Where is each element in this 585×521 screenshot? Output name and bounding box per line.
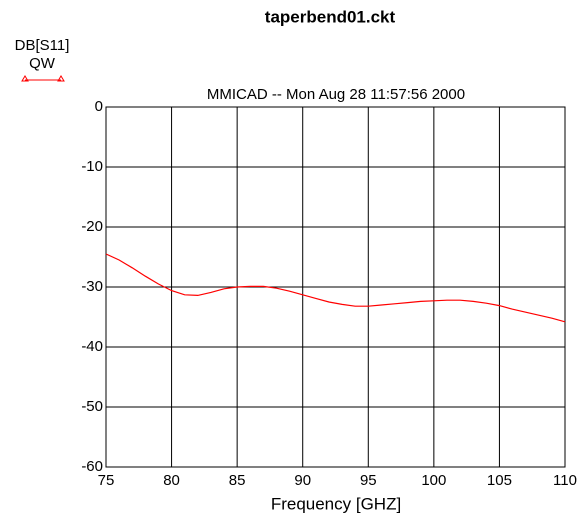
x-tick-label: 90	[294, 472, 311, 489]
chart-title: taperbend01.ckt	[265, 7, 396, 26]
x-tick-label: 85	[229, 472, 246, 489]
legend-marker	[21, 75, 29, 82]
y-tick-label: -60	[81, 458, 103, 475]
x-tick-label: 75	[98, 472, 115, 489]
y-tick-label: -20	[81, 218, 103, 235]
x-tick-label: 100	[421, 472, 446, 489]
y-tick-label: -50	[81, 398, 103, 415]
y-tick-label: -10	[81, 158, 103, 175]
x-tick-label: 110	[553, 472, 577, 489]
y-tick-label: -30	[81, 278, 103, 295]
x-axis-label: Frequency [GHZ]	[271, 494, 401, 513]
y-tick-label: -40	[81, 338, 103, 355]
legend-marker	[57, 75, 65, 82]
x-tick-label: 80	[163, 472, 180, 489]
x-tick-label: 105	[487, 472, 512, 489]
y-axis-label: DB[S11]	[15, 37, 70, 54]
data-line	[105, 253, 566, 323]
chart-subtitle: MMICAD -- Mon Aug 28 11:57:56 2000	[207, 86, 465, 103]
x-tick-label: 95	[360, 472, 377, 489]
legend-label: QW	[29, 55, 56, 72]
y-tick-label: 0	[95, 98, 103, 115]
